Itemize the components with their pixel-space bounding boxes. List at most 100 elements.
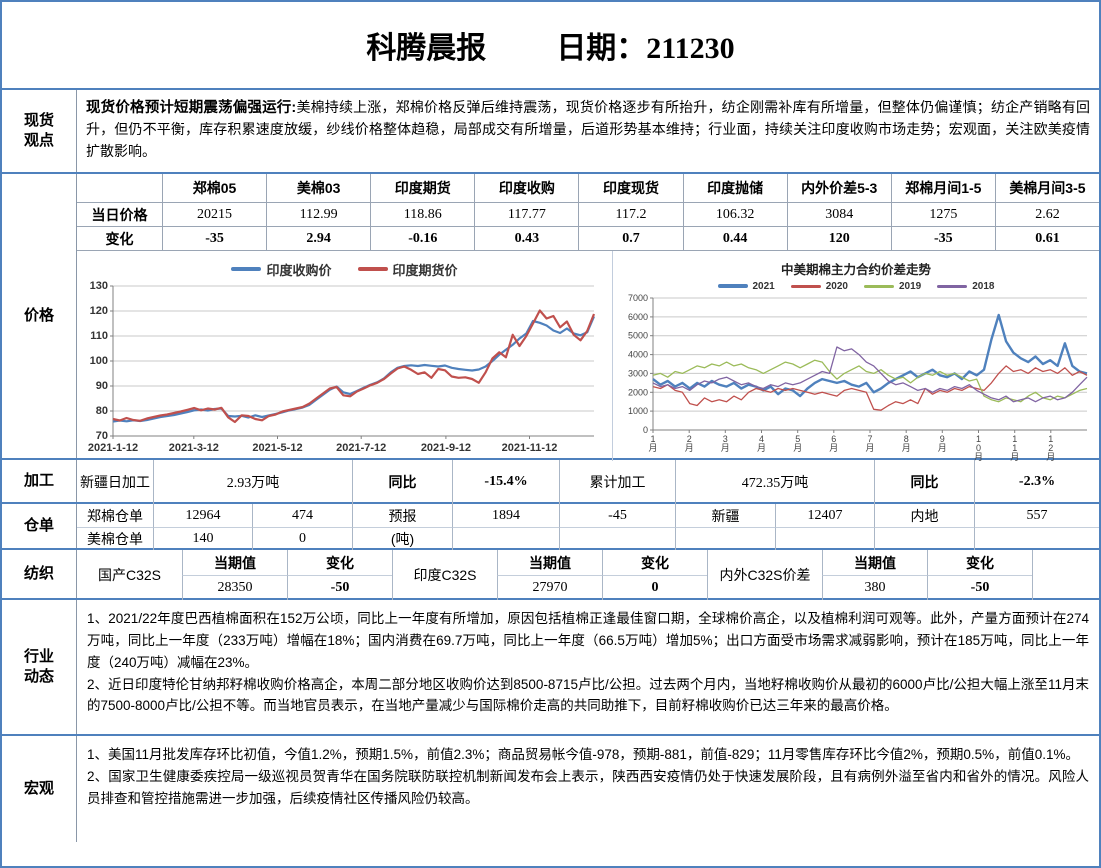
table-header-cell: 印度现货 — [578, 174, 682, 202]
table-header-cell: 郑棉05 — [162, 174, 266, 202]
legend-item: 印度期货价 — [357, 260, 458, 279]
section-price: 价格 郑棉05 美棉03 印度期货 印度收购 印度现货 印度抛储 内外价差5-3… — [2, 172, 1099, 462]
table-cell: 1894 — [452, 504, 559, 527]
macro-label: 宏观 — [2, 736, 77, 842]
table-cell — [452, 527, 559, 550]
table-cell: -35 — [890, 226, 995, 250]
table-cell: -45 — [559, 504, 675, 527]
table-cell: -50 — [927, 575, 1032, 600]
industry-label: 行业动态 — [2, 600, 77, 734]
macro-news: 1、美国11月批发库存环比初值，今值1.2%，预期1.5%，前值2.3%；商品贸… — [77, 736, 1099, 818]
y-tick-label: 3000 — [628, 368, 648, 378]
x-tick-label: 2021-9-12 — [421, 442, 471, 454]
table-cell: 0.44 — [682, 226, 787, 250]
series-line-2020 — [652, 365, 1088, 411]
table-cell: 国产C32S — [97, 567, 162, 583]
table-cell: 117.77 — [474, 202, 579, 226]
india-prices-plot: 70 80 90 100 110 120 130 2021-1-12 2021-3-12 2021… — [88, 280, 596, 454]
table-cell: 内地 — [874, 504, 974, 527]
table-cell: 新疆 — [675, 504, 775, 527]
spot-view-text: 现货价格预计短期震荡偏强运行:美棉持续上涨，郑棉价格反弹后维持震荡，现货价格逐步… — [86, 99, 1090, 160]
table-cell: 557 — [974, 504, 1099, 527]
y-tick-label: 110 — [90, 330, 108, 342]
table-cell: 3084 — [786, 202, 891, 226]
table-cell: 20215 — [162, 202, 267, 226]
macro-item: 2、国家卫生健康委疾控局一级巡视员贺青华在国务院联防联控机制新闻发布会上表示，陕… — [87, 768, 1089, 806]
table-header-cell: 美棉月间3-5 — [994, 174, 1099, 202]
x-tick-label: 2021-3-12 — [169, 442, 219, 454]
table-cell: 0.43 — [474, 226, 579, 250]
table-cell: 0 — [602, 575, 707, 600]
table-header-cell: 郑棉月间1-5 — [890, 174, 995, 202]
page-title: 科腾晨报 — [366, 32, 487, 65]
table-cell: 同比 — [874, 460, 974, 504]
table-cell: 2.62 — [994, 202, 1099, 226]
table-cell: 112.99 — [266, 202, 371, 226]
y-tick-label: 0 — [643, 425, 648, 435]
y-tick-label: 4000 — [628, 350, 648, 360]
receipts-rows: 郑棉仓单 12964 474 预报 1894 -45 新疆 12407 内地 5… — [77, 504, 1099, 550]
table-cell: -2.3% — [974, 460, 1099, 504]
series-line-印度期货价 — [112, 309, 596, 424]
y-tick-label: 1000 — [628, 406, 648, 416]
legend-item: 2020 — [790, 281, 848, 292]
price-label: 价格 — [2, 174, 77, 458]
legend-item: 2019 — [864, 281, 921, 292]
table-cell: 变化 — [602, 550, 707, 575]
price-table: 郑棉05 美棉03 印度期货 印度收购 印度现货 印度抛储 内外价差5-3 郑棉… — [77, 174, 1099, 250]
industry-news: 1、2021/22年度巴西植棉面积在152万公顷，同比上一年度有所增加，原因包括… — [77, 600, 1099, 725]
industry-item: 2、近日印度特伦甘纳邦籽棉收购价格高企，本周二部分地区收购价达到8500-871… — [87, 676, 1089, 714]
report-date: 日期：211230 — [556, 32, 735, 65]
table-header-cell: 内外价差5-3 — [786, 174, 891, 202]
spot-view-label: 现货观点 — [2, 90, 77, 172]
spread-chart-legend: 2021 2020 2019 2018 — [613, 277, 1099, 294]
table-cell: 12964 — [153, 504, 252, 527]
row-label-day-price: 当日价格 — [77, 202, 162, 226]
table-cell: 380 — [822, 575, 927, 600]
legend-item: 2018 — [937, 281, 995, 292]
processing-label: 加工 — [2, 460, 77, 502]
spread-plot: 0 1000 2000 3000 4000 5000 6000 7000 1 月 2 月 3 月 4 月 5 月 6… — [628, 293, 1088, 462]
table-cell — [559, 527, 675, 550]
legend-swatch — [790, 284, 821, 288]
x-tick-label: 2021-1-12 — [88, 442, 138, 454]
table-header-cell: 印度抛储 — [682, 174, 787, 202]
table-cell: 117.2 — [578, 202, 683, 226]
table-header-cell: 美棉03 — [266, 174, 370, 202]
section-processing: 加工 新疆日加工 2.93万吨 同比 -15.4% 累计加工 472.35万吨 … — [2, 458, 1099, 504]
table-cell: 27970 — [497, 575, 602, 600]
table-cell: 472.35万吨 — [675, 460, 874, 504]
legend-swatch — [864, 284, 894, 288]
table-cell: 474 — [252, 504, 352, 527]
table-cell: 当期值 — [822, 550, 927, 575]
macro-item: 1、美国11月批发库存环比初值，今值1.2%，预期1.5%，前值2.3%；商品贸… — [87, 747, 1079, 762]
table-cell: 当期值 — [182, 550, 287, 575]
series-line-印度收购价 — [112, 316, 596, 423]
table-cell: -50 — [287, 575, 392, 600]
textile-rows: 国产C32S 当期值 变化 印度C32S 当期值 变化 内外C32S价差 当期值… — [77, 550, 1099, 600]
x-tick-label: 2021-11-12 — [502, 442, 558, 454]
table-cell — [874, 527, 974, 550]
x-tick-label: 2021-7-12 — [336, 442, 386, 454]
textile-label: 纺织 — [2, 550, 77, 598]
legend-item: 印度收购价 — [231, 260, 332, 279]
series-line-2019 — [652, 359, 1088, 403]
table-cell: 28350 — [182, 575, 287, 600]
receipts-label: 仓单 — [2, 504, 77, 548]
y-tick-label: 70 — [96, 430, 108, 442]
table-cell: 0 — [252, 527, 352, 550]
table-cell: 新疆日加工 — [80, 474, 150, 490]
table-cell — [675, 527, 775, 550]
table-cell: 12407 — [775, 504, 874, 527]
table-cell: -0.16 — [370, 226, 475, 250]
table-cell: 变化 — [927, 550, 1032, 575]
y-tick-label: 6000 — [628, 312, 648, 322]
legend-swatch — [231, 267, 262, 271]
